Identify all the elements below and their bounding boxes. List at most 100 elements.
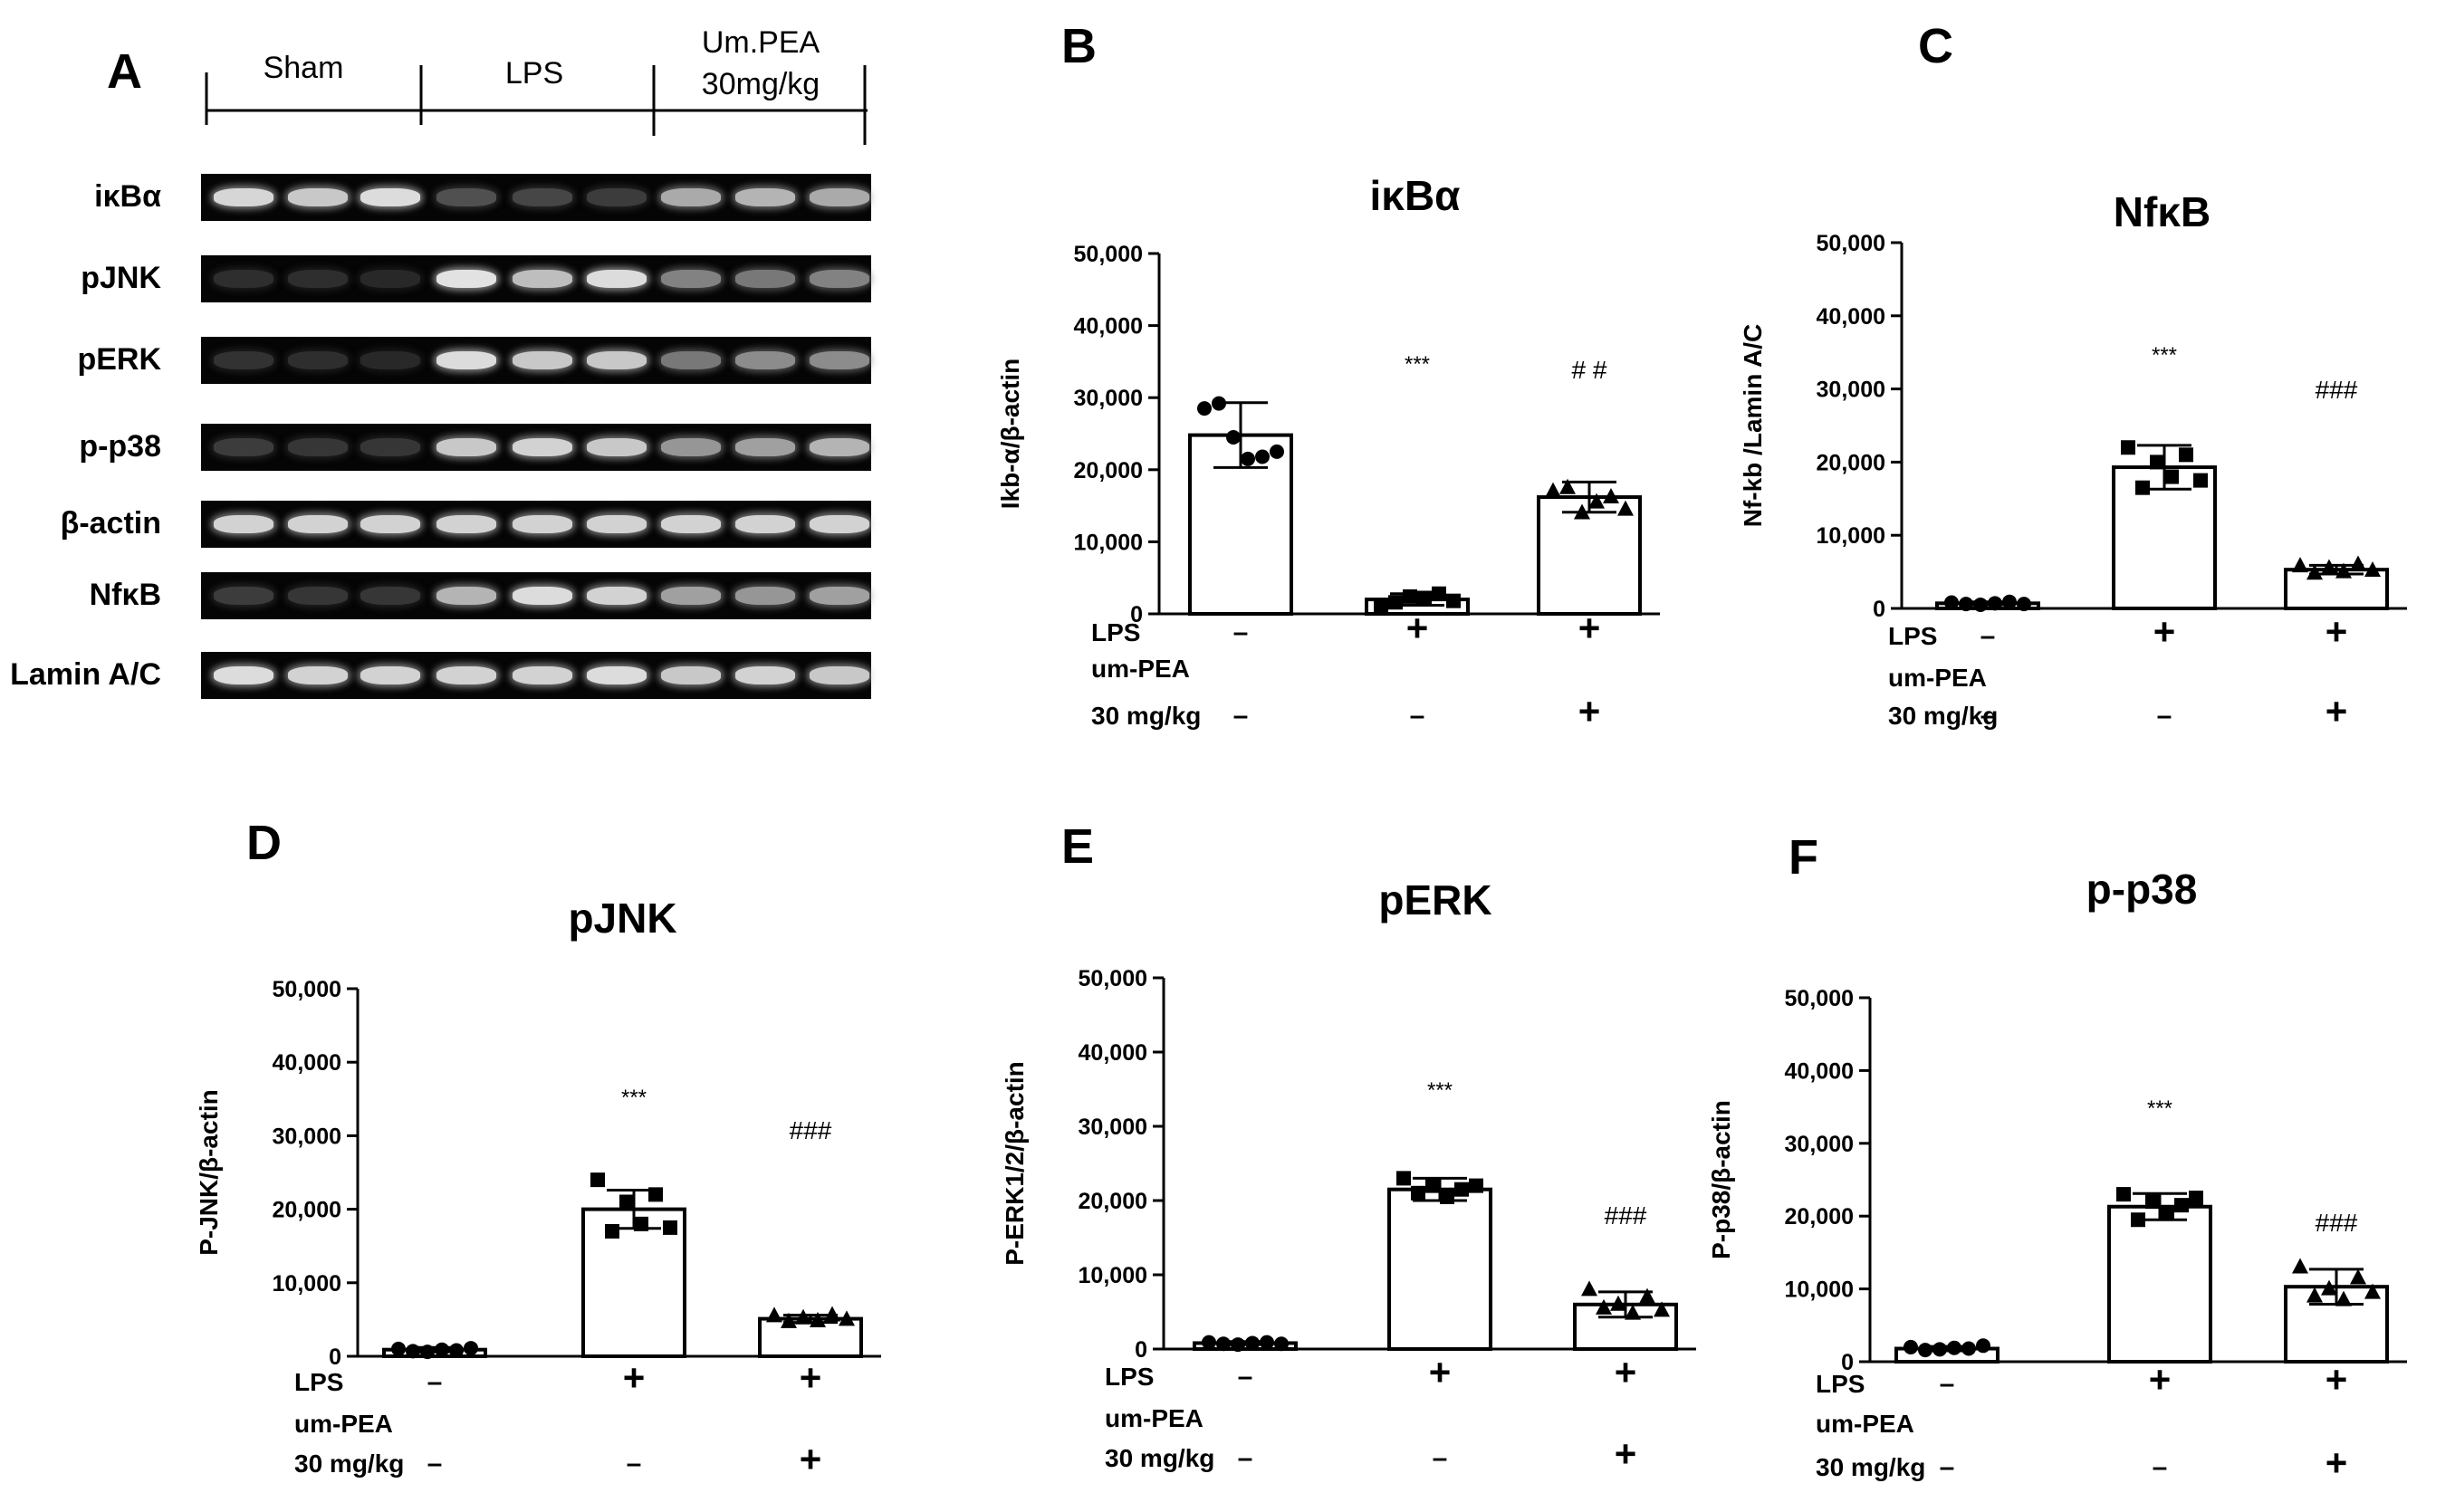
treatment-row-label: um-PEA <box>1091 655 1190 683</box>
data-point <box>2335 1290 2352 1306</box>
blot-group-sham: Sham <box>263 51 344 85</box>
blot-band <box>436 188 496 206</box>
treatment-mark: – <box>1233 617 1249 647</box>
blot-band <box>288 351 348 369</box>
blot-band <box>513 587 572 605</box>
panel-letter-f: F <box>1789 830 1818 885</box>
data-point <box>1625 1304 1641 1320</box>
blot-row-label: iκBα <box>94 179 161 214</box>
blot-band <box>214 188 273 206</box>
data-point <box>1216 1336 1231 1352</box>
blot-band <box>587 351 647 369</box>
blot-band <box>587 270 647 288</box>
treatment-mark: + <box>1578 607 1601 649</box>
blot-band <box>661 270 721 288</box>
panel-letter-e: E <box>1061 819 1095 874</box>
treatment-mark: – <box>627 1449 642 1479</box>
blot-band <box>360 666 420 684</box>
y-tick-label: 30,000 <box>1079 1115 1147 1140</box>
blot-band <box>360 270 420 288</box>
data-point <box>810 1312 826 1328</box>
data-point <box>464 1341 478 1356</box>
data-point <box>605 1223 619 1239</box>
data-point <box>1260 1335 1274 1350</box>
data-point <box>1425 1178 1440 1193</box>
blot-strip <box>201 501 871 548</box>
blot-band <box>735 270 795 288</box>
blot-band <box>810 188 869 206</box>
blot-band <box>810 438 869 456</box>
data-point <box>1581 1280 1597 1297</box>
y-tick-label: 50,000 <box>273 977 341 1002</box>
y-tick-label: 0 <box>1135 1337 1147 1363</box>
y-tick-label: 20,000 <box>273 1198 341 1223</box>
data-point <box>2350 1268 2366 1285</box>
treatment-row-label: um-PEA <box>1105 1404 1204 1432</box>
data-point <box>1255 449 1270 464</box>
significance-label: *** <box>2147 1096 2172 1121</box>
blot-row-label: p-p38 <box>79 429 161 464</box>
data-point <box>648 1187 663 1202</box>
y-tick-label: 50,000 <box>1079 966 1147 991</box>
blot-band <box>661 438 721 456</box>
treatment-mark: + <box>1406 607 1429 649</box>
treatment-row-label: 30 mg/kg <box>294 1450 404 1478</box>
blot-band <box>587 666 647 684</box>
panel-letter-b: B <box>1061 19 1097 73</box>
data-point <box>1231 1337 1245 1353</box>
y-tick-label: 0 <box>1130 602 1143 627</box>
panel-letter-a: A <box>107 44 142 99</box>
blot-band <box>360 587 420 605</box>
y-tick-label: 40,000 <box>1817 304 1885 330</box>
blot-band <box>661 188 721 206</box>
data-point <box>2131 1212 2145 1228</box>
data-point <box>2321 1279 2337 1296</box>
data-point <box>2150 455 2164 470</box>
blot-band <box>513 438 572 456</box>
data-point <box>1654 1301 1670 1317</box>
treatment-mark: – <box>427 1367 443 1397</box>
data-point <box>1274 1336 1289 1352</box>
blot-band <box>214 438 273 456</box>
y-axis-label: P-p38/β-actin <box>1707 1100 1735 1259</box>
blot-strip <box>201 424 871 471</box>
blot-band <box>735 351 795 369</box>
data-point <box>2135 480 2150 495</box>
western-blot-panel: Sham LPS Um.PEA 30mg/kg iκBα pJNK pERK p-p3… <box>0 0 906 724</box>
blot-band <box>513 188 572 206</box>
data-point <box>1545 482 1561 498</box>
blot-band <box>587 438 647 456</box>
chart-title: pJNK <box>568 895 676 942</box>
blot-strip <box>201 572 871 619</box>
y-tick-label: 10,000 <box>1817 523 1885 549</box>
blot-row-label: Lamin A/C <box>10 657 161 692</box>
significance-label: ### <box>2316 376 2358 404</box>
y-tick-label: 40,000 <box>1079 1040 1147 1066</box>
blot-band <box>288 587 348 605</box>
data-point <box>1202 1335 1216 1350</box>
data-point <box>1904 1339 1918 1354</box>
data-point <box>1988 596 2002 611</box>
treatment-mark: + <box>2326 690 2348 732</box>
treatment-mark: + <box>2326 610 2348 653</box>
bar <box>1537 495 1642 616</box>
blot-row-label: NfκB <box>89 578 161 612</box>
blot-band <box>214 515 273 533</box>
data-point <box>2292 1258 2308 1274</box>
data-point <box>824 1306 840 1322</box>
blot-band <box>661 515 721 533</box>
blot-band <box>661 666 721 684</box>
significance-label: ### <box>790 1116 832 1144</box>
y-tick-label: 40,000 <box>1785 1058 1854 1084</box>
y-tick-label: 50,000 <box>1785 986 1854 1011</box>
blot-band <box>513 351 572 369</box>
y-tick-label: 50,000 <box>1817 231 1885 256</box>
treatment-row-label: LPS <box>1091 618 1140 646</box>
treatment-mark: + <box>2326 1358 2348 1401</box>
data-point <box>2174 1198 2189 1213</box>
blot-band <box>436 515 496 533</box>
blot-group-umpea: Um.PEA <box>701 25 820 60</box>
blot-row-label: pERK <box>77 342 161 377</box>
blot-band <box>436 351 496 369</box>
blot-band <box>513 515 572 533</box>
